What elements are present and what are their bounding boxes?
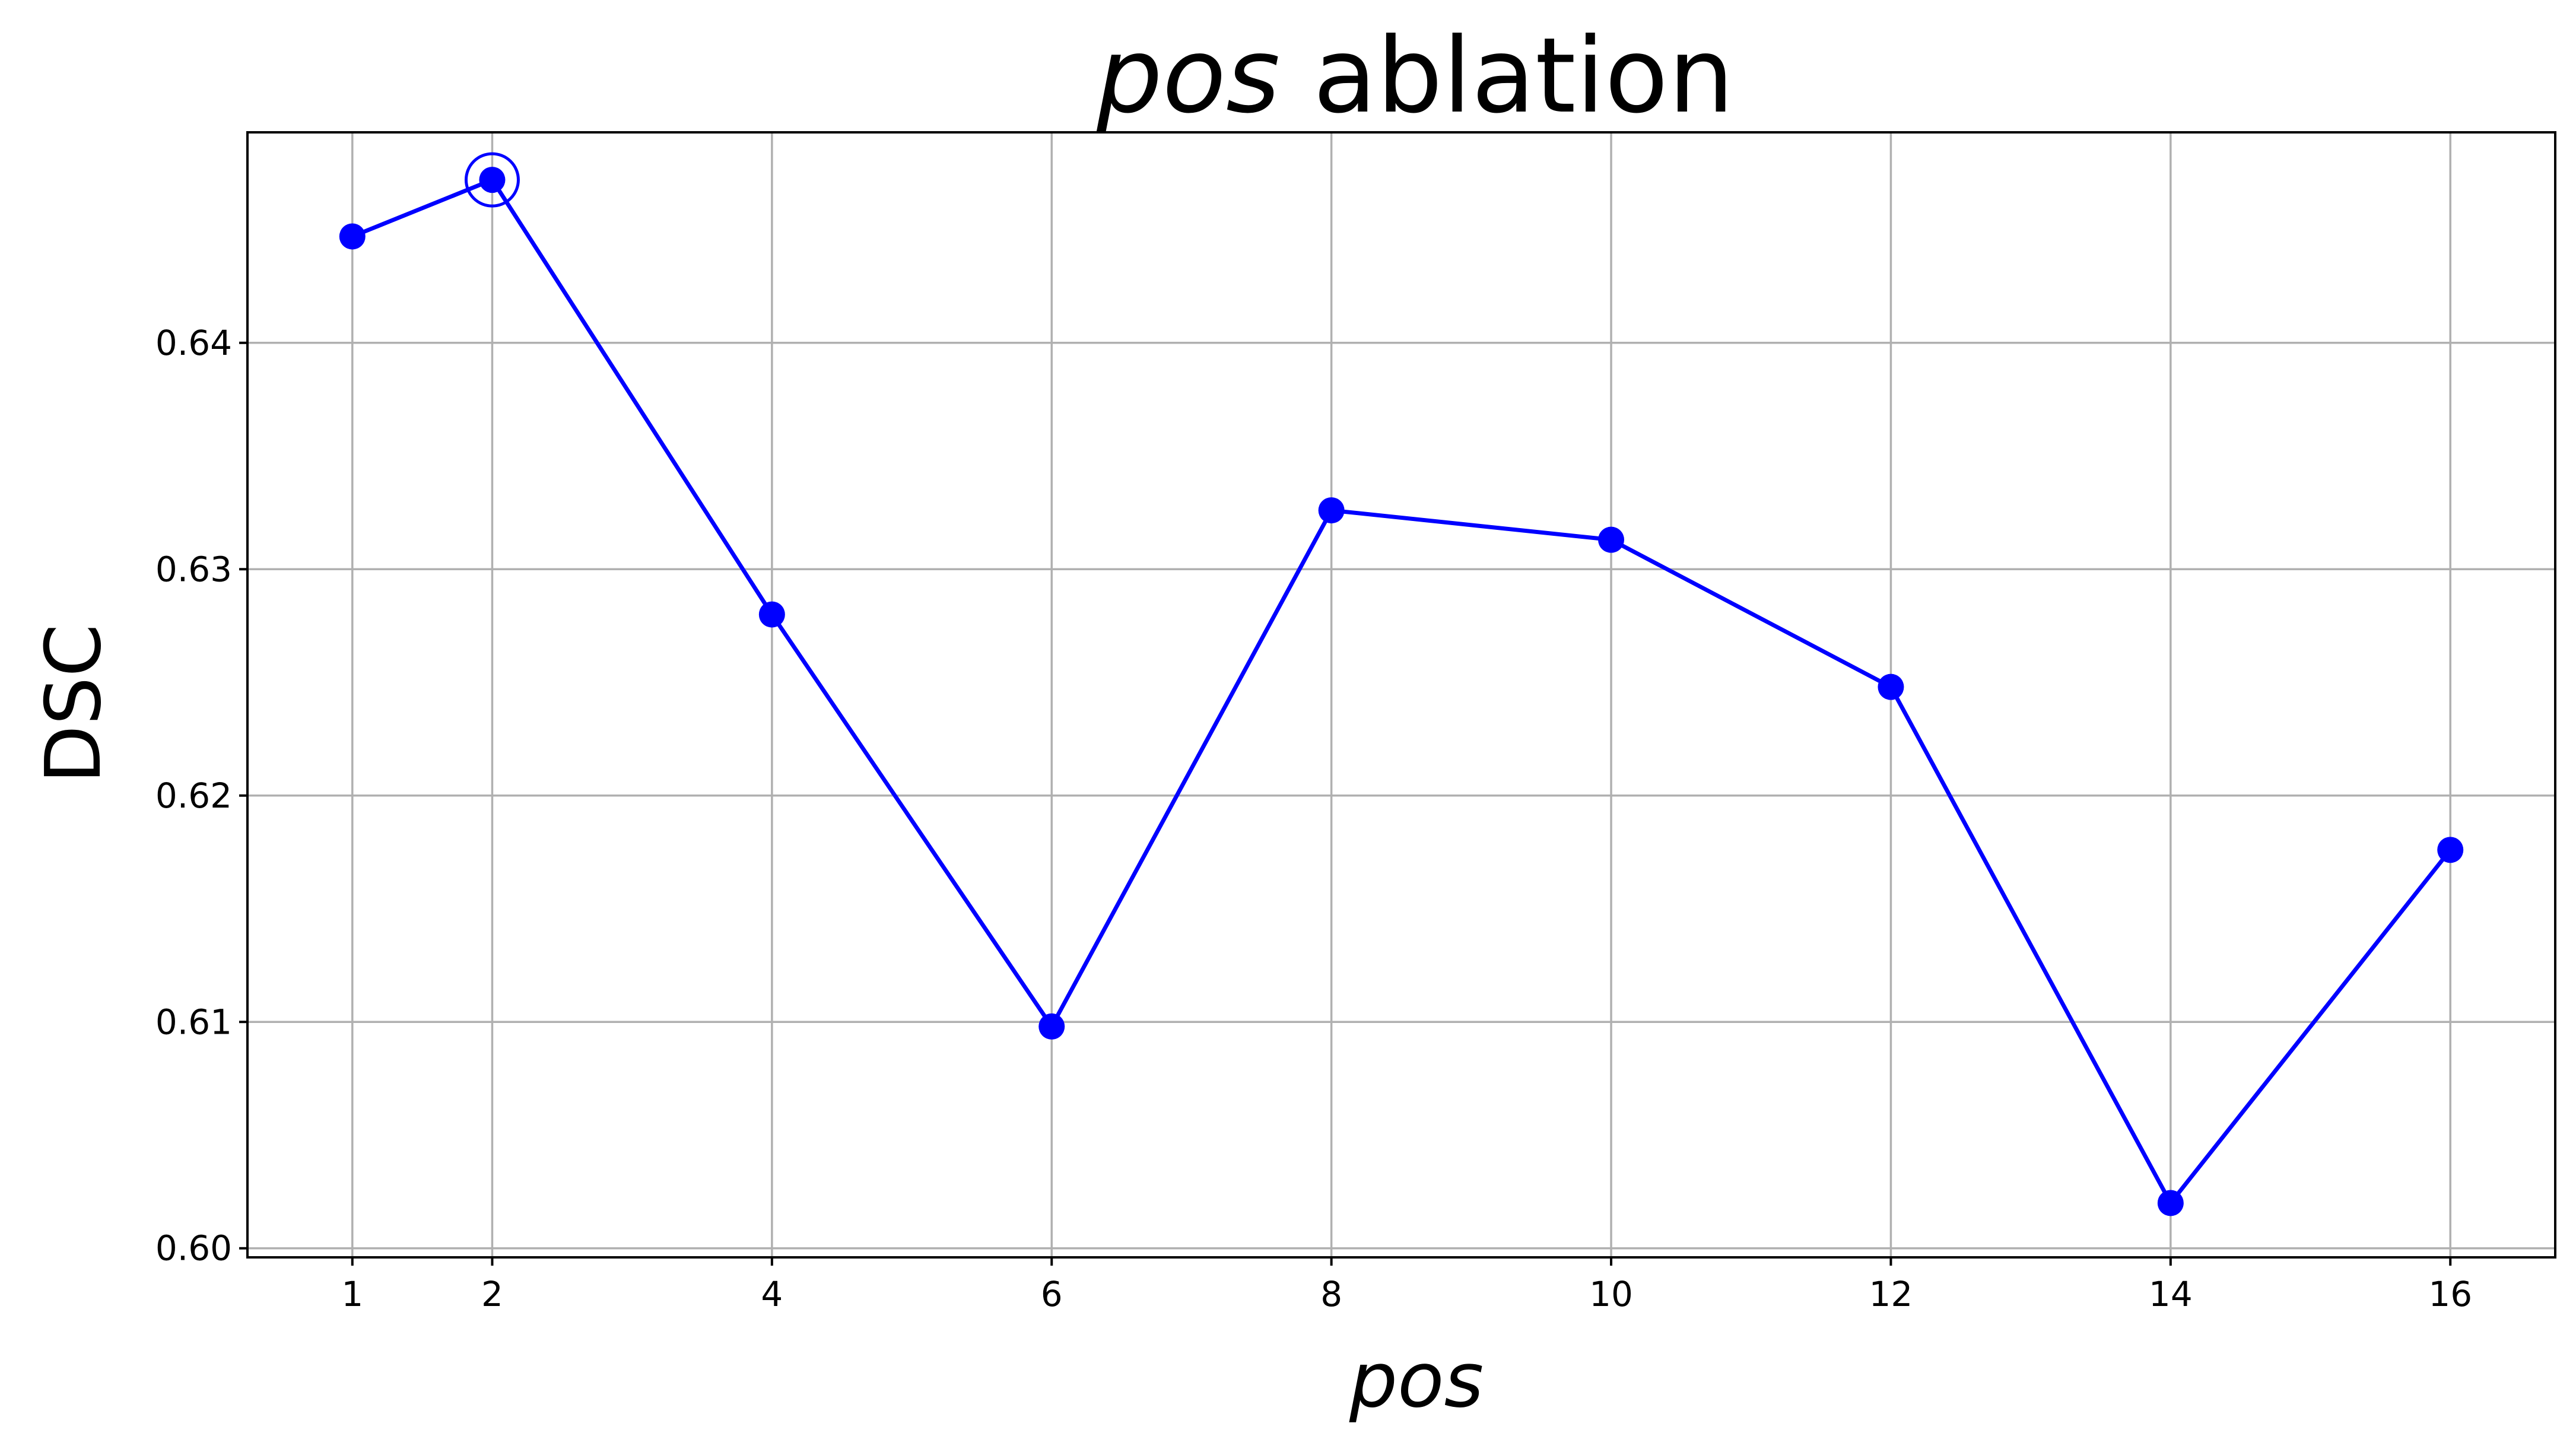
- plot-frame: [246, 131, 2556, 1259]
- y-axis-label: DSC: [30, 624, 118, 783]
- chart-title-italic: pos: [1096, 16, 1280, 136]
- data-point: [479, 167, 506, 193]
- x-tick-label: 8: [1320, 1274, 1342, 1314]
- data-point: [1598, 526, 1625, 553]
- data-point: [339, 223, 366, 250]
- x-tick-label: 16: [2428, 1274, 2472, 1314]
- chart-title: pos ablation: [1096, 16, 1734, 136]
- x-tick-label: 10: [1589, 1274, 1633, 1314]
- y-tick-label: 0.64: [155, 323, 232, 363]
- y-tick-label: 0.61: [155, 1002, 232, 1042]
- y-tick-label: 0.60: [155, 1228, 232, 1269]
- data-point: [1878, 673, 1904, 700]
- grid: [247, 132, 2555, 1257]
- data-point: [2157, 1190, 2184, 1216]
- y-ticks: 0.60 0.61 0.62 0.63 0.64: [155, 323, 247, 1269]
- x-tick-label: 14: [2149, 1274, 2193, 1314]
- x-tick-label: 6: [1041, 1274, 1063, 1314]
- y-tick-label: 0.62: [155, 776, 232, 816]
- x-tick-label: 2: [481, 1274, 503, 1314]
- data-point: [1038, 1013, 1065, 1040]
- x-tick-label: 12: [1869, 1274, 1913, 1314]
- x-tick-label: 1: [341, 1274, 363, 1314]
- series-group: [339, 152, 2464, 1216]
- x-axis-label: pos: [1349, 1336, 1484, 1425]
- y-tick-label: 0.63: [155, 549, 232, 589]
- chart-title-rest: ablation: [1280, 16, 1734, 136]
- data-point: [2437, 837, 2464, 863]
- data-point: [1318, 497, 1345, 524]
- x-tick-label: 4: [761, 1274, 783, 1314]
- data-point: [758, 601, 785, 628]
- best-point-highlight-ring: [464, 152, 520, 208]
- x-ticks: 1 2 4 6 8 10 12 14 16: [341, 1257, 2472, 1314]
